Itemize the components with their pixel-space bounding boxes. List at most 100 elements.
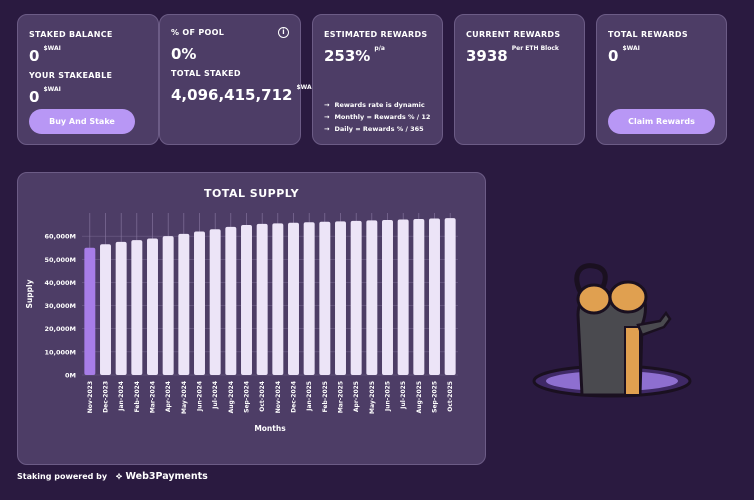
estimated-rewards-value: 253% p/a (324, 45, 385, 65)
x-tick-label: Jul-2024 (212, 381, 219, 410)
x-tick-label: May-2024 (181, 381, 188, 414)
footer: Staking powered by ⟡ Web3Payments (17, 471, 208, 482)
rewards-note-text: Daily = Rewards % / 365 (334, 125, 424, 133)
bar (241, 225, 252, 375)
y-axis-label: Supply (25, 279, 34, 308)
x-tick-label: Sep-2024 (244, 381, 251, 413)
arrow-right-icon: → (324, 101, 330, 109)
staked-balance-value: 0 $WAI (29, 45, 61, 65)
x-tick-label: Dec-2023 (103, 381, 110, 413)
total-rewards-number: 0 (608, 47, 619, 65)
bar (366, 220, 378, 375)
staked-balance-label: STAKED BALANCE (29, 30, 113, 39)
current-rewards-value: 3938 Per ETH Block (466, 45, 559, 65)
total-rewards-card: TOTAL REWARDS 0 $WAI Claim Rewards (596, 14, 727, 145)
y-tick-label: 60,000M (44, 233, 76, 241)
x-tick-label: Nov-2024 (275, 381, 282, 413)
x-tick-label: Feb-2024 (134, 381, 141, 412)
y-tick-label: 20,000M (44, 325, 76, 333)
x-tick-label: May-2025 (369, 381, 376, 414)
bar (288, 222, 299, 375)
x-axis-label: Months (254, 424, 286, 433)
x-tick-label: Jan-2025 (306, 381, 313, 412)
total-rewards-label: TOTAL REWARDS (608, 30, 688, 39)
stakeable-label: YOUR STAKEABLE (29, 71, 113, 80)
mascot-arm (636, 310, 672, 337)
x-tick-label: Jan-2024 (118, 381, 125, 412)
arrow-right-icon: → (324, 113, 330, 121)
bar (84, 247, 96, 375)
x-tick-label: Sep-2025 (432, 381, 439, 413)
bar (131, 240, 143, 375)
rewards-note-text: Monthly = Rewards % / 12 (334, 113, 431, 121)
x-tick-label: Aug-2025 (416, 381, 423, 413)
current-rewards-card: CURRENT REWARDS 3938 Per ETH Block (454, 14, 585, 145)
estimated-rewards-unit: p/a (374, 45, 385, 52)
x-tick-label: Mar-2024 (150, 381, 157, 413)
total-supply-chart-card: TOTAL SUPPLY 0M 10,000M 20,000M 30,000M 40,0… (17, 172, 486, 465)
x-tick-label: Dec-2024 (291, 381, 298, 413)
footer-brand-link[interactable]: ⟡ Web3Payments (116, 471, 208, 482)
pool-card: % OF POOL i 0% TOTAL STAKED 4,096,415,71… (159, 14, 314, 145)
estimated-rewards-card: ESTIMATED REWARDS 253% p/a → Rewards rate … (312, 14, 443, 145)
x-tick-label: Oct-2024 (259, 381, 266, 412)
bar (147, 238, 158, 375)
y-tick-label: 10,000M (44, 348, 76, 356)
y-tick-label: 40,000M (44, 279, 76, 287)
info-icon[interactable]: i (278, 27, 289, 38)
bar (225, 226, 237, 375)
rewards-note: → Daily = Rewards % / 365 (324, 125, 424, 133)
bar (397, 219, 409, 375)
pool-label: % OF POOL (171, 28, 225, 37)
rewards-note: → Rewards rate is dynamic (324, 101, 425, 109)
footer-text: Staking powered by (17, 472, 108, 481)
total-staked-unit: $WAI (296, 84, 314, 91)
mascot-tail (574, 263, 608, 298)
stakeable-unit: $WAI (43, 86, 61, 93)
staked-balance-unit: $WAI (43, 45, 61, 52)
bar (350, 220, 362, 375)
mascot-ear-left (576, 283, 612, 315)
pool-value: 0% (171, 45, 197, 63)
mascot-ear-right (608, 280, 648, 314)
rewards-note: → Monthly = Rewards % / 12 (324, 113, 430, 121)
bar (100, 244, 111, 375)
bar (382, 219, 393, 375)
x-tick-label: Jun-2024 (197, 381, 204, 412)
buy-and-stake-button[interactable]: Buy And Stake (29, 109, 135, 134)
total-rewards-unit: $WAI (622, 45, 640, 52)
current-rewards-unit: Per ETH Block (511, 45, 559, 52)
x-tick-label: Aug-2024 (228, 381, 235, 413)
bar (162, 236, 174, 375)
total-staked-value: 4,096,415,712 $WAI (171, 84, 314, 104)
x-tick-label: Jun-2025 (385, 381, 392, 412)
estimated-rewards-label: ESTIMATED REWARDS (324, 30, 428, 39)
estimated-rewards-number: 253% (324, 47, 371, 65)
bar (256, 223, 268, 375)
claim-rewards-button[interactable]: Claim Rewards (608, 109, 715, 134)
web3payments-logo-icon: ⟡ (115, 471, 126, 482)
bar (413, 219, 425, 375)
arrow-right-icon: → (324, 125, 330, 133)
x-tick-label: Feb-2025 (322, 381, 329, 412)
y-tick-label: 30,000M (44, 302, 76, 310)
staked-balance-card: STAKED BALANCE 0 $WAI YOUR STAKEABLE 0 $WA… (17, 14, 159, 145)
bar (209, 229, 221, 375)
chart-title: TOTAL SUPPLY (203, 187, 300, 200)
bar (444, 218, 456, 375)
y-tick-label: 0M (65, 372, 76, 380)
y-tick-label: 50,000M (44, 256, 76, 264)
x-tick-label: Mar-2025 (338, 381, 345, 413)
total-supply-chart: 0M 10,000M 20,000M 30,000M 40,000M 50,000M 60,… (25, 213, 458, 433)
bar (319, 221, 331, 375)
total-rewards-value: 0 $WAI (608, 45, 640, 65)
x-tick-label: Apr-2025 (353, 381, 360, 412)
current-rewards-number: 3938 (466, 47, 508, 65)
total-staked-label: TOTAL STAKED (171, 69, 241, 78)
bar (115, 241, 127, 375)
bar (429, 218, 440, 375)
total-staked-number: 4,096,415,712 (171, 86, 293, 104)
bar (335, 221, 346, 375)
stakeable-value: 0 $WAI (29, 86, 61, 106)
current-rewards-label: CURRENT REWARDS (466, 30, 561, 39)
